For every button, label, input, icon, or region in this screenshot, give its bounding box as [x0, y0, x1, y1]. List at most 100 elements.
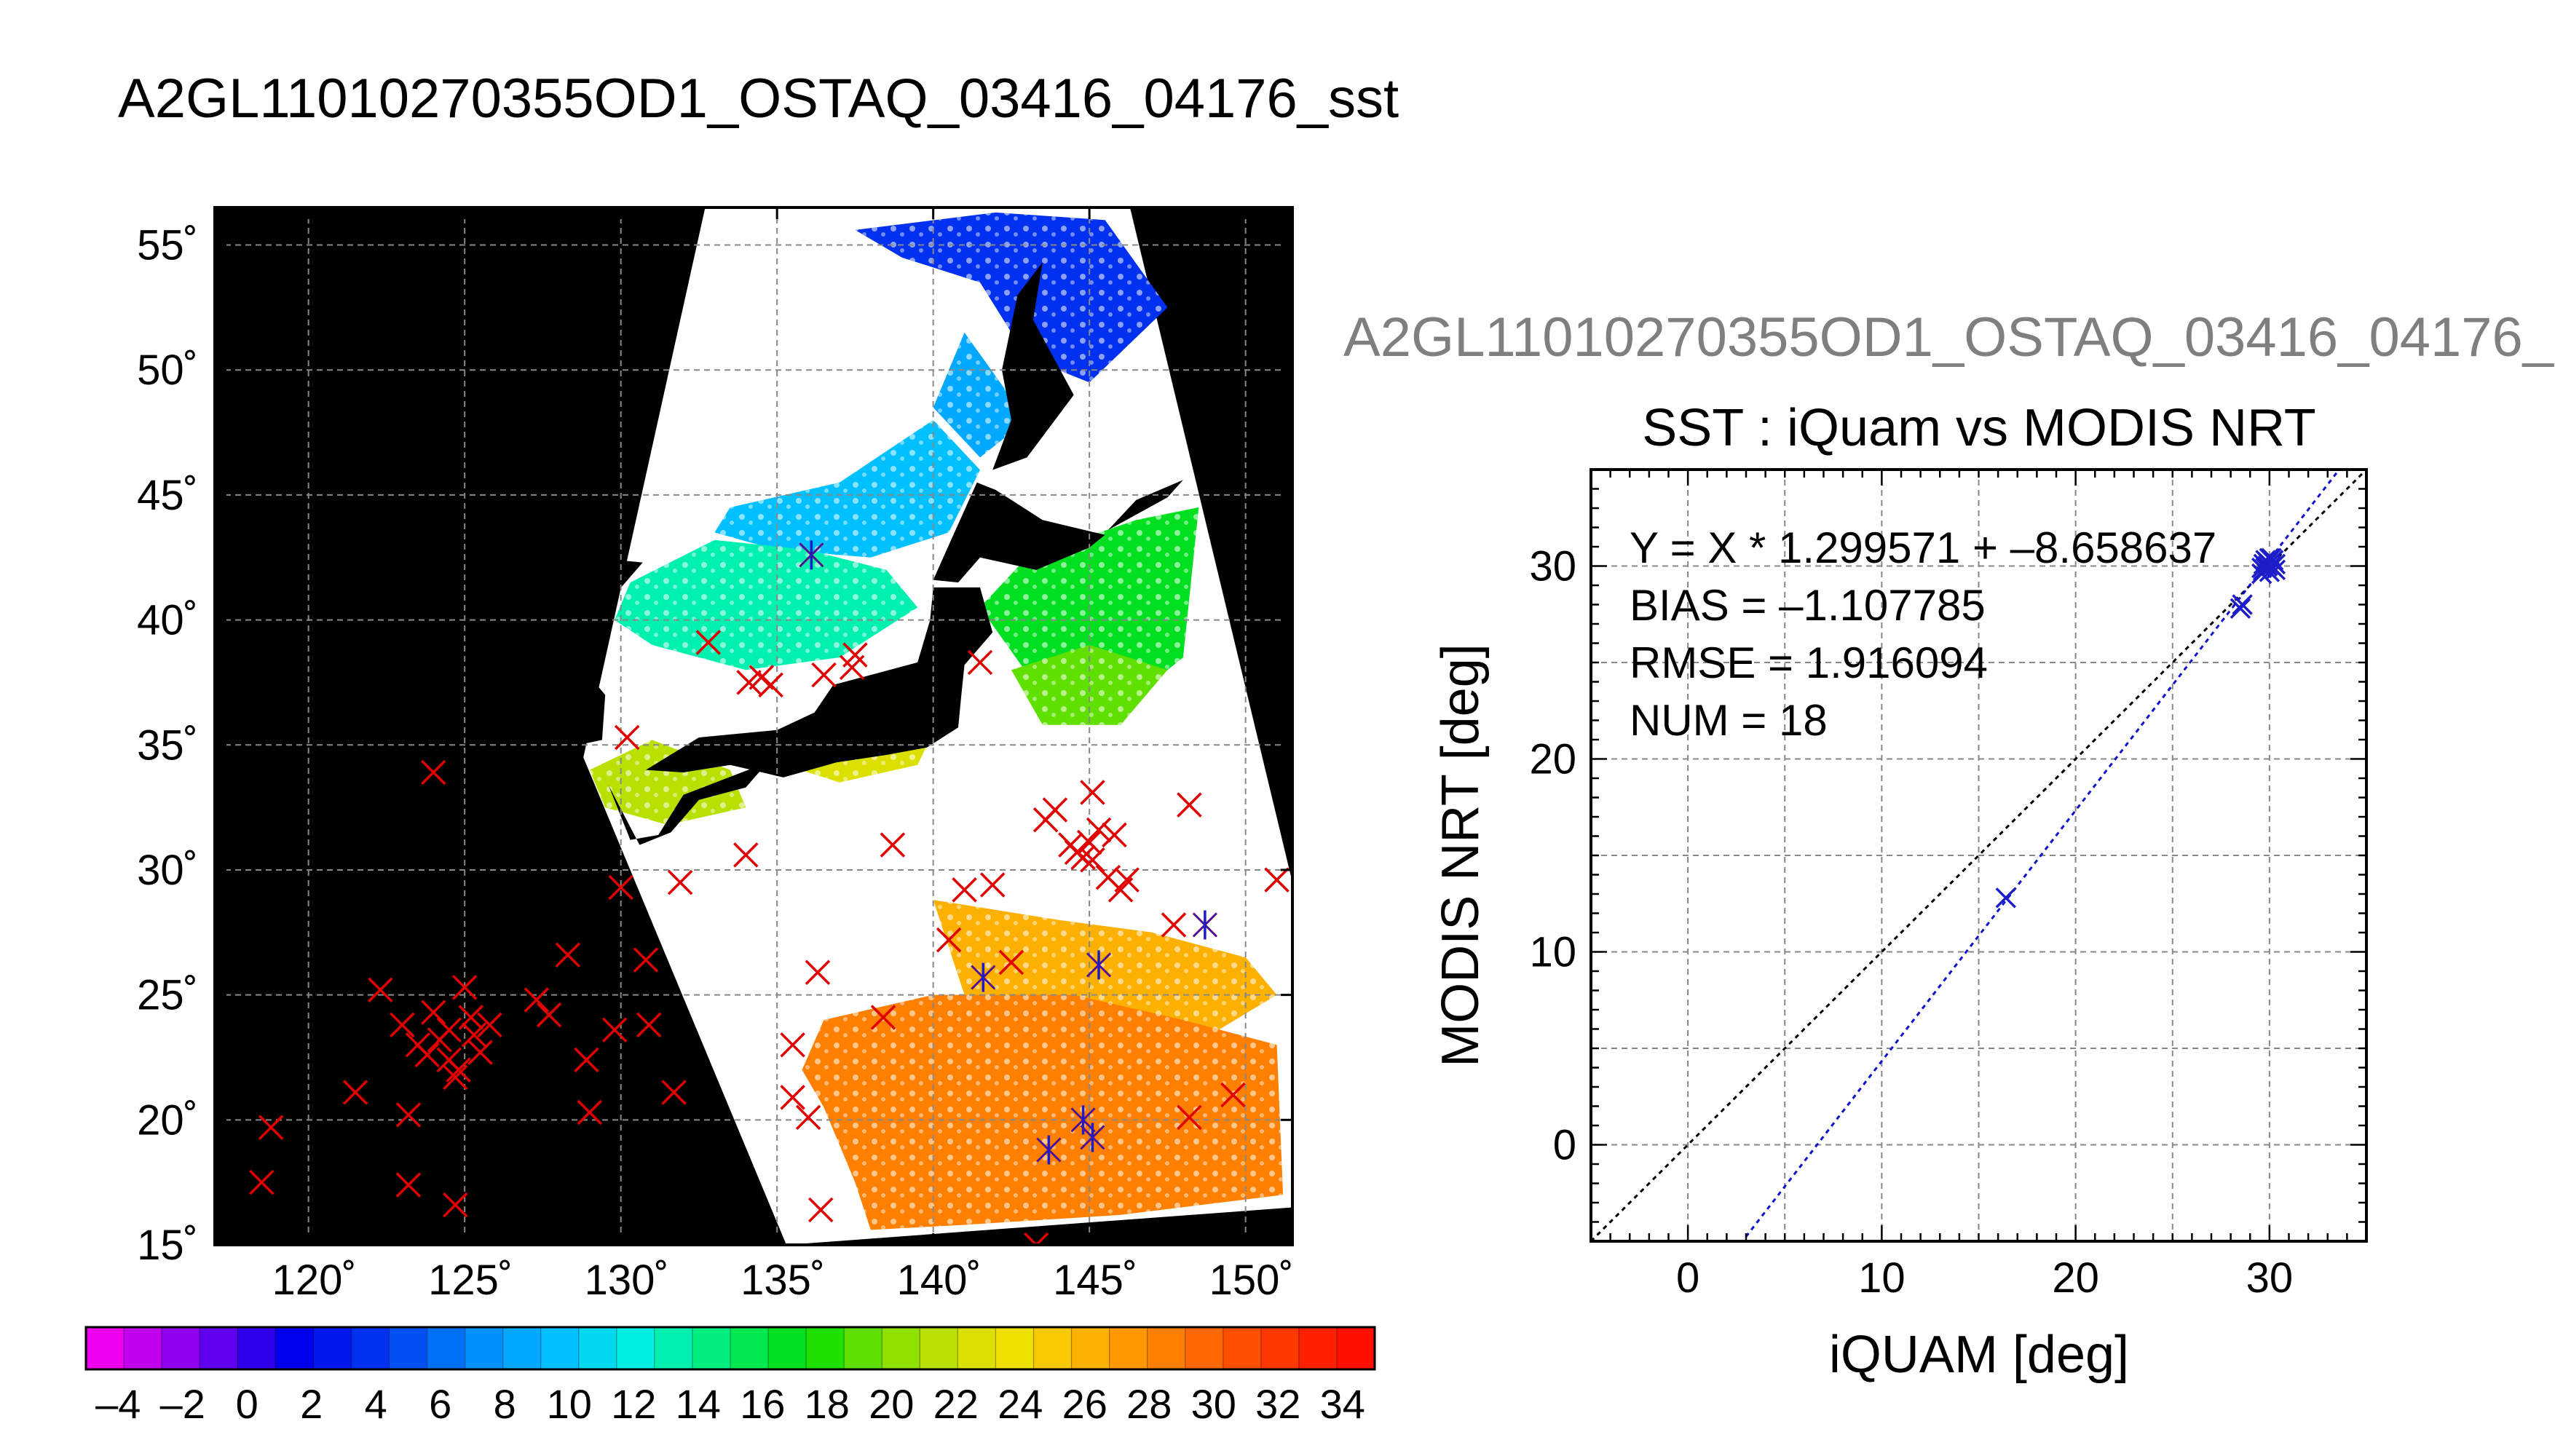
map-cross-marker	[574, 1047, 599, 1073]
longitude-label: 130˚	[585, 1257, 669, 1304]
map-cross-marker	[1114, 867, 1140, 893]
colorbar-cell	[1147, 1327, 1186, 1369]
map-cross-marker	[421, 1000, 446, 1025]
map-cross-stroke	[524, 987, 550, 1013]
colorbar-label: 34	[1320, 1381, 1365, 1427]
map-cross-stroke	[1086, 817, 1112, 843]
colorbar-label: 10	[547, 1381, 592, 1427]
map-cross-stroke	[780, 1032, 805, 1058]
scatter-point-stroke	[2232, 594, 2253, 615]
scatter-x-tick-labels: 0 10 20 30	[1676, 1254, 2293, 1302]
map-cross-stroke	[795, 1104, 821, 1131]
colorbar-label: 0	[236, 1381, 258, 1427]
land-kyushu-shikoku	[608, 762, 768, 845]
map-cross-stroke	[1114, 867, 1140, 893]
latitude-label: 20˚	[137, 1096, 198, 1144]
map-cross-stroke	[998, 949, 1024, 976]
map-cross-marker	[780, 1085, 805, 1110]
scatter-point	[2232, 594, 2253, 615]
cloud-texture-north-sea-of-japan	[714, 419, 980, 558]
map-cross-stroke	[421, 1000, 446, 1025]
map-cross-marker	[368, 977, 393, 1002]
colorbar-label: 8	[494, 1381, 516, 1427]
land-sakhalin	[992, 262, 1074, 470]
map-cross-marker	[1161, 912, 1187, 938]
map-cross-stroke	[601, 1017, 628, 1042]
map-cross-stroke	[1177, 1104, 1202, 1131]
land-honshu	[646, 587, 993, 778]
cloud-texture-tropics	[802, 994, 1284, 1230]
scatter-point	[2259, 553, 2280, 575]
latitude-label: 35˚	[137, 721, 198, 769]
map-cross-marker	[451, 975, 478, 1000]
latitude-label: 50˚	[137, 347, 198, 394]
latitude-label: 45˚	[137, 472, 198, 519]
colorbar-label: 12	[611, 1381, 656, 1427]
map-cross-stroke	[414, 1042, 440, 1068]
map-cross-stroke	[807, 1197, 834, 1223]
map-star-stroke	[971, 965, 996, 990]
map-cross-marker	[1042, 797, 1068, 823]
longitude-label: 145˚	[1053, 1257, 1137, 1304]
colorbar-label: 28	[1126, 1381, 1172, 1427]
map-star-marker	[1086, 950, 1112, 980]
map-cross-stroke	[443, 1064, 468, 1091]
longitude-label: 140˚	[897, 1257, 982, 1304]
map-star-stroke	[1036, 1137, 1062, 1163]
colorbar-cell	[730, 1327, 769, 1369]
colorbar: –4 –2 0 2 4 6 8 10 12 14 16 18 20 22 24 26 28 30 32 34	[84, 1326, 1376, 1427]
map-cross-marker	[615, 724, 640, 751]
colorbar-label: 14	[676, 1381, 721, 1427]
map-cross-marker	[1070, 844, 1096, 871]
map-cross-marker	[661, 1080, 687, 1105]
land-mask	[449, 262, 1183, 845]
map-cross-marker	[443, 1064, 468, 1091]
map-star-marker	[1192, 910, 1217, 940]
map-cross-marker	[414, 1042, 440, 1068]
colorbar-cell	[465, 1327, 504, 1369]
map-cross-marker	[842, 642, 868, 668]
scatter-point-stroke	[2264, 553, 2286, 575]
longitude-label: 120˚	[272, 1257, 357, 1304]
map-cross-marker	[536, 1002, 562, 1028]
colorbar-cell	[86, 1327, 125, 1369]
map-cross-marker	[967, 649, 993, 676]
scatter-x-label: iQUAM [deg]	[1829, 1326, 2129, 1384]
map-star-stroke	[1070, 1107, 1096, 1133]
colorbar-cell	[995, 1327, 1035, 1369]
map-cross-stroke	[390, 1012, 415, 1038]
colorbar-label: 2	[300, 1381, 323, 1427]
map-cross-stroke	[1080, 847, 1105, 873]
colorbar-label: 26	[1062, 1381, 1107, 1427]
map-cross-marker	[880, 832, 906, 858]
colorbar-cell	[124, 1327, 162, 1369]
scatter-y-tick-label: 30	[1529, 543, 1576, 590]
map-star-stroke	[1193, 912, 1217, 938]
map-cross-stroke	[574, 1047, 599, 1073]
colorbar-cell	[389, 1327, 428, 1369]
colorbar-cell	[654, 1327, 693, 1369]
map-cross-marker	[1177, 1104, 1202, 1131]
map-cross-marker	[258, 1115, 284, 1140]
map-star-marker	[1070, 1105, 1096, 1135]
map-cross-stroke	[667, 869, 693, 895]
scatter-y-tick-labels: 0 10 20 30	[1529, 543, 1576, 1169]
map-grid	[215, 207, 1292, 1245]
map-cross-marker	[807, 1197, 834, 1223]
map-cross-marker	[1220, 1082, 1246, 1108]
scatter-point-stroke	[2230, 598, 2251, 620]
colorbar-cell	[502, 1327, 542, 1369]
map-cross-stroke	[1177, 792, 1202, 818]
cloud-texture-japan-east-warm	[1011, 644, 1168, 725]
longitude-labels: 120˚ 125˚ 130˚ 135˚ 140˚ 145˚ 150˚	[272, 1257, 1294, 1304]
map-cross-marker	[461, 1022, 487, 1048]
map-cross-marker	[446, 1057, 471, 1083]
map-cross-stroke	[870, 1005, 896, 1030]
map-cross-stroke	[805, 960, 831, 985]
colorbar-cell	[1260, 1327, 1300, 1369]
map-cross-stroke	[1042, 797, 1068, 823]
map-cross-stroke	[451, 975, 478, 1000]
map-cross-stroke	[1080, 780, 1105, 805]
map-cross-marker	[1102, 822, 1127, 848]
